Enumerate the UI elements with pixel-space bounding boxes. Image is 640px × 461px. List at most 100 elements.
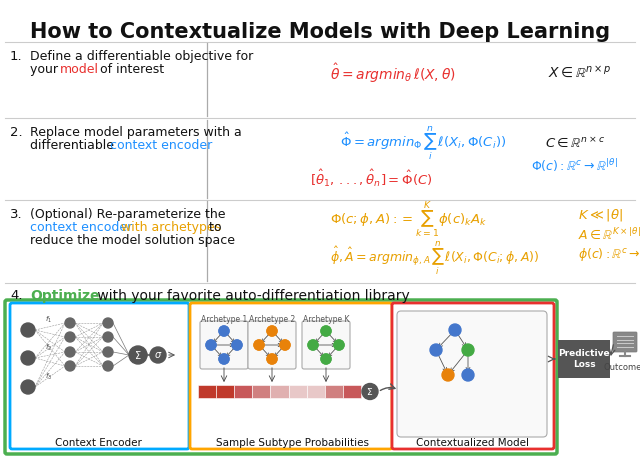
Circle shape [334,340,344,350]
Circle shape [334,340,344,350]
Text: $\hat{\theta} = argmin_{\theta}\, \ell(X,\theta)$: $\hat{\theta} = argmin_{\theta}\, \ell(X… [330,61,456,85]
Bar [289,385,307,398]
Circle shape [362,384,378,400]
Circle shape [232,340,242,350]
Text: $\Phi(c):\mathbb{R}^c \to \mathbb{R}^{|\theta|}$: $\Phi(c):\mathbb{R}^c \to \mathbb{R}^{|\… [531,158,618,174]
Circle shape [321,326,331,336]
Circle shape [206,340,216,350]
Circle shape [449,324,461,336]
Circle shape [65,347,75,357]
FancyBboxPatch shape [392,303,554,449]
Bar [252,385,271,398]
FancyBboxPatch shape [5,300,557,454]
Bar [307,385,324,398]
Text: $f_2$: $f_2$ [45,343,52,353]
Circle shape [267,354,277,364]
Circle shape [21,323,35,337]
Text: Optimize: Optimize [30,289,99,303]
Circle shape [321,354,331,364]
Bar [558,340,610,378]
Circle shape [219,354,229,364]
Text: $f_3$: $f_3$ [45,372,52,382]
Circle shape [254,340,264,350]
FancyBboxPatch shape [190,303,392,449]
Circle shape [219,326,229,336]
Text: Sample Subtype Probabilities: Sample Subtype Probabilities [216,438,369,448]
Text: $X \in \mathbb{R}^{n \times p}$: $X \in \mathbb{R}^{n \times p}$ [548,65,612,81]
FancyBboxPatch shape [302,321,350,369]
Text: Predictive
Loss: Predictive Loss [558,349,610,369]
Bar [234,385,252,398]
Circle shape [280,340,290,350]
Text: Outcomes: Outcomes [604,363,640,372]
Circle shape [150,347,166,363]
Circle shape [308,340,318,350]
Text: context encoder: context encoder [30,221,132,234]
Circle shape [267,354,277,364]
Circle shape [280,340,290,350]
FancyBboxPatch shape [248,321,296,369]
Text: (Optional) Re-parameterize the: (Optional) Re-parameterize the [30,208,225,221]
Circle shape [219,354,229,364]
Text: differentiable: differentiable [30,139,118,152]
Bar [271,385,289,398]
Text: with archetypes: with archetypes [117,221,221,234]
FancyBboxPatch shape [200,321,248,369]
Text: of interest: of interest [96,63,164,76]
Text: 4.: 4. [10,289,22,302]
Text: Contextualized Model: Contextualized Model [417,438,529,448]
FancyBboxPatch shape [10,303,189,449]
Circle shape [129,346,147,364]
Circle shape [65,332,75,342]
Text: $\Sigma$: $\Sigma$ [134,349,142,361]
Circle shape [65,318,75,328]
Text: Archetype 2: Archetype 2 [249,315,295,324]
Text: $\phi(c):\mathbb{R}^c \to \mathbb{R}^K$: $\phi(c):\mathbb{R}^c \to \mathbb{R}^K$ [578,245,640,265]
Circle shape [103,347,113,357]
Text: $\hat{\phi},\hat{A}=argmin_{\phi,A}\,\sum_{i}^{n}\,\ell(X_i,\Phi(C_i;\phi,A))$: $\hat{\phi},\hat{A}=argmin_{\phi,A}\,\su… [330,239,540,277]
Text: $f_1$: $f_1$ [45,315,52,325]
Text: $C \in \mathbb{R}^{n \times c}$: $C \in \mathbb{R}^{n \times c}$ [545,137,605,151]
Text: Replace model parameters with a: Replace model parameters with a [30,126,242,139]
Bar [324,385,343,398]
Circle shape [321,326,331,336]
Text: $\sigma$: $\sigma$ [154,350,162,360]
Circle shape [232,340,242,350]
Bar [343,385,361,398]
Circle shape [103,318,113,328]
Circle shape [267,326,277,336]
Text: $K \ll |\theta|$: $K \ll |\theta|$ [578,207,623,223]
Circle shape [462,344,474,356]
FancyBboxPatch shape [613,332,637,352]
Circle shape [65,361,75,371]
Text: 1.: 1. [10,50,22,63]
Circle shape [21,351,35,365]
Circle shape [103,361,113,371]
Text: model: model [60,63,99,76]
Text: 2.: 2. [10,126,22,139]
Circle shape [103,332,113,342]
Circle shape [321,354,331,364]
Text: to: to [205,221,221,234]
Circle shape [206,340,216,350]
Text: reduce the model solution space: reduce the model solution space [30,234,235,247]
Bar [198,385,216,398]
Text: $\Phi(c;\phi,A):=\sum_{k=1}^{K}\phi(c)_k A_k$: $\Phi(c;\phi,A):=\sum_{k=1}^{K}\phi(c)_k… [330,200,487,240]
Text: Archetype K: Archetype K [303,315,349,324]
Circle shape [308,340,318,350]
Text: Define a differentiable objective for: Define a differentiable objective for [30,50,253,63]
Text: with your favorite auto-differentiation library: with your favorite auto-differentiation … [93,289,410,303]
Text: your: your [30,63,62,76]
Text: Archetype 1: Archetype 1 [201,315,247,324]
Text: How to Contextualize Models with Deep Learning: How to Contextualize Models with Deep Le… [30,22,610,42]
Circle shape [21,380,35,394]
Text: $\hat{\Phi} = argmin_{\Phi}\,\sum_{i}^{n}\,\ell(X_i,\Phi(C_i))$: $\hat{\Phi} = argmin_{\Phi}\,\sum_{i}^{n… [340,125,506,163]
Circle shape [442,369,454,381]
FancyBboxPatch shape [397,311,547,437]
Circle shape [219,326,229,336]
Text: Context Encoder: Context Encoder [54,438,141,448]
Bar [216,385,234,398]
Text: $A \in \mathbb{R}^{K \times |\theta|}$: $A \in \mathbb{R}^{K \times |\theta|}$ [578,227,640,243]
Text: context encoder: context encoder [110,139,212,152]
Circle shape [430,344,442,356]
